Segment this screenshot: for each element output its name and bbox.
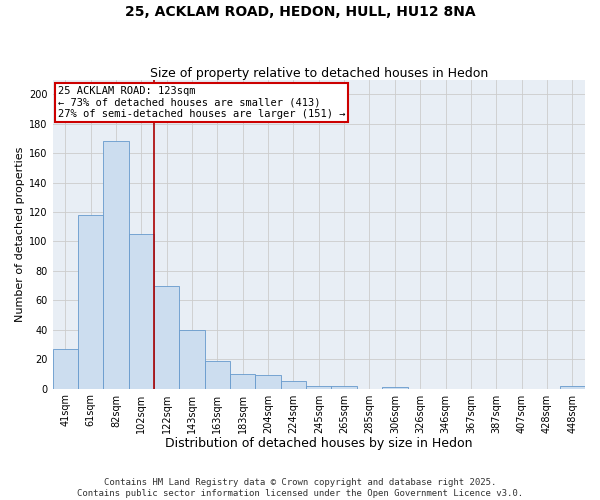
Text: 25 ACKLAM ROAD: 123sqm
← 73% of detached houses are smaller (413)
27% of semi-de: 25 ACKLAM ROAD: 123sqm ← 73% of detached… <box>58 86 346 119</box>
Bar <box>103 142 128 388</box>
Bar <box>78 215 103 388</box>
Bar <box>382 387 407 388</box>
Y-axis label: Number of detached properties: Number of detached properties <box>15 146 25 322</box>
Bar <box>128 234 154 388</box>
Bar <box>154 286 179 389</box>
Text: 25, ACKLAM ROAD, HEDON, HULL, HU12 8NA: 25, ACKLAM ROAD, HEDON, HULL, HU12 8NA <box>125 5 475 19</box>
Bar <box>281 381 306 388</box>
Bar <box>53 349 78 389</box>
Title: Size of property relative to detached houses in Hedon: Size of property relative to detached ho… <box>149 66 488 80</box>
Bar <box>331 386 357 388</box>
Bar <box>306 386 331 388</box>
Bar <box>230 374 256 388</box>
Bar <box>256 376 281 388</box>
Text: Contains HM Land Registry data © Crown copyright and database right 2025.
Contai: Contains HM Land Registry data © Crown c… <box>77 478 523 498</box>
Bar <box>179 330 205 388</box>
X-axis label: Distribution of detached houses by size in Hedon: Distribution of detached houses by size … <box>165 437 473 450</box>
Bar <box>205 360 230 388</box>
Bar <box>560 386 585 388</box>
